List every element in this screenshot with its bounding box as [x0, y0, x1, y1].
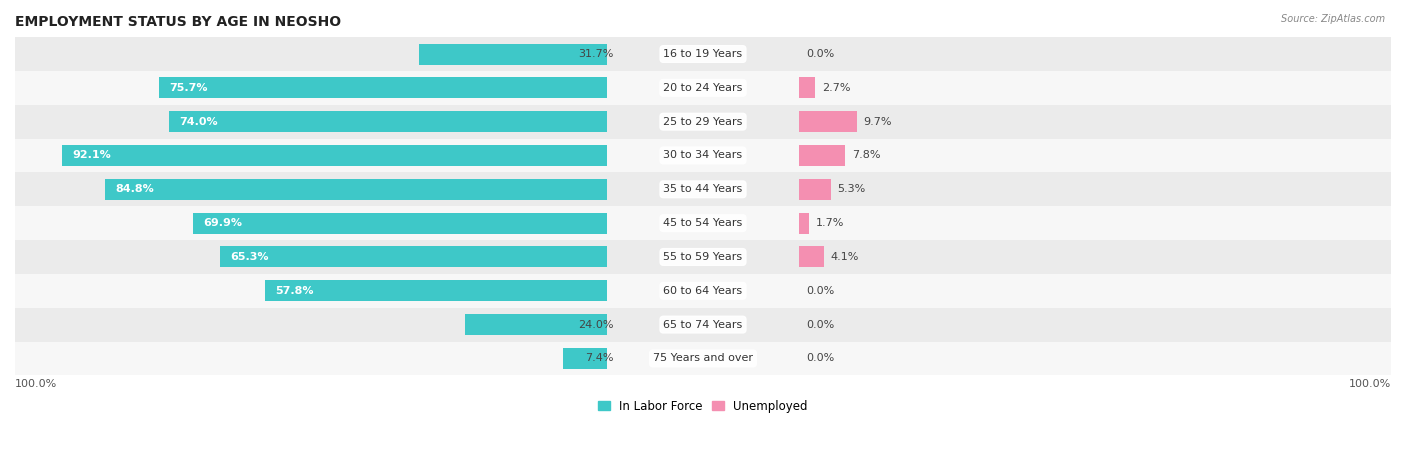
Text: 92.1%: 92.1% [72, 151, 111, 161]
Bar [15, 240, 1391, 274]
Text: 9.7%: 9.7% [863, 117, 891, 127]
Text: 20 to 24 Years: 20 to 24 Years [664, 83, 742, 93]
Text: 7.4%: 7.4% [585, 354, 613, 364]
Bar [15, 172, 1391, 206]
Text: 100.0%: 100.0% [15, 379, 58, 389]
Text: 55 to 59 Years: 55 to 59 Years [664, 252, 742, 262]
Bar [15, 206, 1391, 240]
Bar [15, 138, 1391, 172]
Bar [464, 314, 606, 335]
Text: Source: ZipAtlas.com: Source: ZipAtlas.com [1281, 14, 1385, 23]
Text: 65 to 74 Years: 65 to 74 Years [664, 320, 742, 330]
Text: 30 to 34 Years: 30 to 34 Years [664, 151, 742, 161]
Text: 74.0%: 74.0% [179, 117, 218, 127]
Text: 31.7%: 31.7% [578, 49, 613, 59]
Bar [419, 44, 606, 64]
Bar [800, 111, 856, 132]
Text: 0.0%: 0.0% [806, 49, 834, 59]
Text: 1.7%: 1.7% [817, 218, 845, 228]
Text: 60 to 64 Years: 60 to 64 Years [664, 286, 742, 296]
Bar [264, 280, 606, 301]
Text: 24.0%: 24.0% [578, 320, 613, 330]
Bar [193, 213, 606, 234]
Bar [800, 78, 815, 98]
Bar [15, 37, 1391, 71]
Text: 7.8%: 7.8% [852, 151, 880, 161]
Bar [800, 145, 845, 166]
Text: 25 to 29 Years: 25 to 29 Years [664, 117, 742, 127]
Bar [800, 213, 810, 234]
Text: 57.8%: 57.8% [276, 286, 314, 296]
Text: 0.0%: 0.0% [806, 320, 834, 330]
Text: 0.0%: 0.0% [806, 286, 834, 296]
Bar [15, 105, 1391, 138]
Bar [800, 179, 831, 200]
Bar [15, 71, 1391, 105]
Text: 5.3%: 5.3% [838, 184, 866, 194]
Text: 100.0%: 100.0% [1348, 379, 1391, 389]
Bar [800, 247, 824, 267]
Text: 75 Years and over: 75 Years and over [652, 354, 754, 364]
Text: EMPLOYMENT STATUS BY AGE IN NEOSHO: EMPLOYMENT STATUS BY AGE IN NEOSHO [15, 15, 342, 29]
Text: 35 to 44 Years: 35 to 44 Years [664, 184, 742, 194]
Text: 16 to 19 Years: 16 to 19 Years [664, 49, 742, 59]
Text: 45 to 54 Years: 45 to 54 Years [664, 218, 742, 228]
Bar [15, 341, 1391, 375]
Bar [221, 247, 606, 267]
Bar [15, 274, 1391, 308]
Bar [105, 179, 606, 200]
Bar [15, 308, 1391, 341]
Text: 2.7%: 2.7% [823, 83, 851, 93]
Bar [62, 145, 606, 166]
Text: 65.3%: 65.3% [231, 252, 269, 262]
Text: 69.9%: 69.9% [204, 218, 242, 228]
Bar [562, 348, 606, 369]
Bar [169, 111, 606, 132]
Legend: In Labor Force, Unemployed: In Labor Force, Unemployed [593, 395, 813, 417]
Text: 84.8%: 84.8% [115, 184, 155, 194]
Text: 4.1%: 4.1% [831, 252, 859, 262]
Text: 75.7%: 75.7% [169, 83, 208, 93]
Bar [159, 78, 606, 98]
Text: 0.0%: 0.0% [806, 354, 834, 364]
